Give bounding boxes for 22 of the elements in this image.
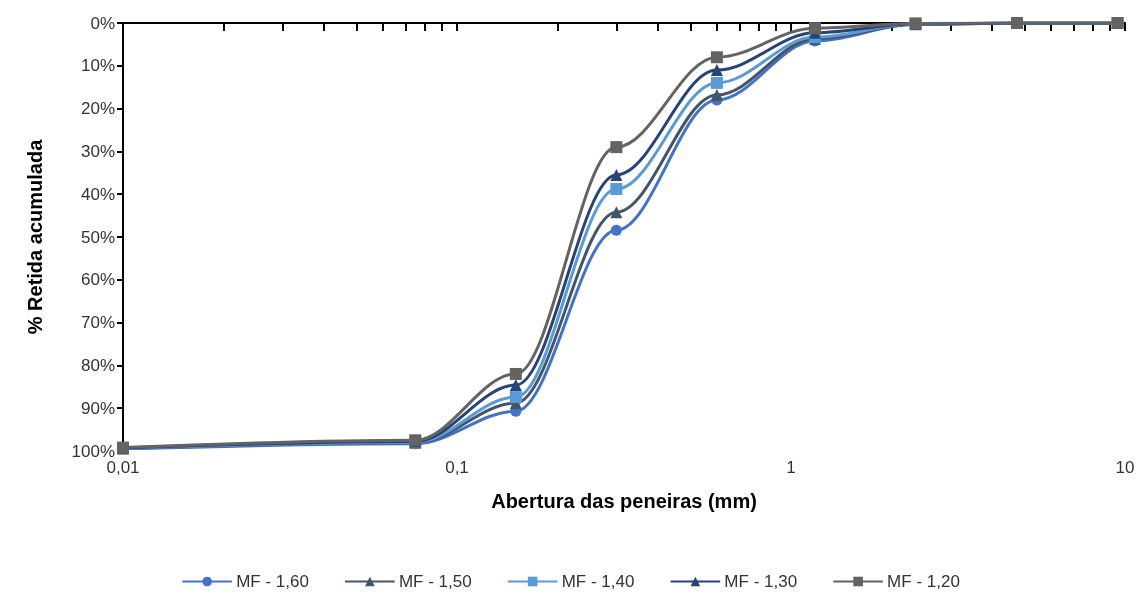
x-tick-label: 10 (1115, 458, 1135, 477)
legend-label: MF - 1,20 (887, 572, 960, 591)
y-tick-label: 100% (71, 441, 115, 461)
x-tick-label: 0,01 (106, 458, 140, 477)
y-tick-label: 80% (80, 355, 115, 375)
y-tick-label: 10% (80, 56, 115, 76)
x-axis-title: Abertura das peneiras (mm) (491, 490, 757, 512)
y-tick-label: 40% (80, 184, 115, 204)
y-tick-label: 70% (80, 313, 115, 333)
y-tick-label: 30% (80, 141, 115, 161)
y-tick-label: 50% (80, 227, 115, 247)
y-tick-label: 20% (80, 99, 115, 119)
legend-label: MF - 1,30 (724, 572, 798, 591)
legend-label: MF - 1,40 (561, 572, 635, 591)
y-tick-label: 90% (80, 398, 115, 418)
y-tick-label: 60% (80, 270, 115, 290)
y-axis-title: % Retida acumulada (24, 138, 46, 335)
legend-label: MF - 1,60 (236, 572, 309, 591)
y-tick-label: 0% (90, 13, 115, 33)
x-tick-label: 0,1 (445, 458, 469, 477)
legend-label: MF - 1,50 (398, 572, 472, 591)
x-tick-label: 1 (786, 458, 796, 477)
